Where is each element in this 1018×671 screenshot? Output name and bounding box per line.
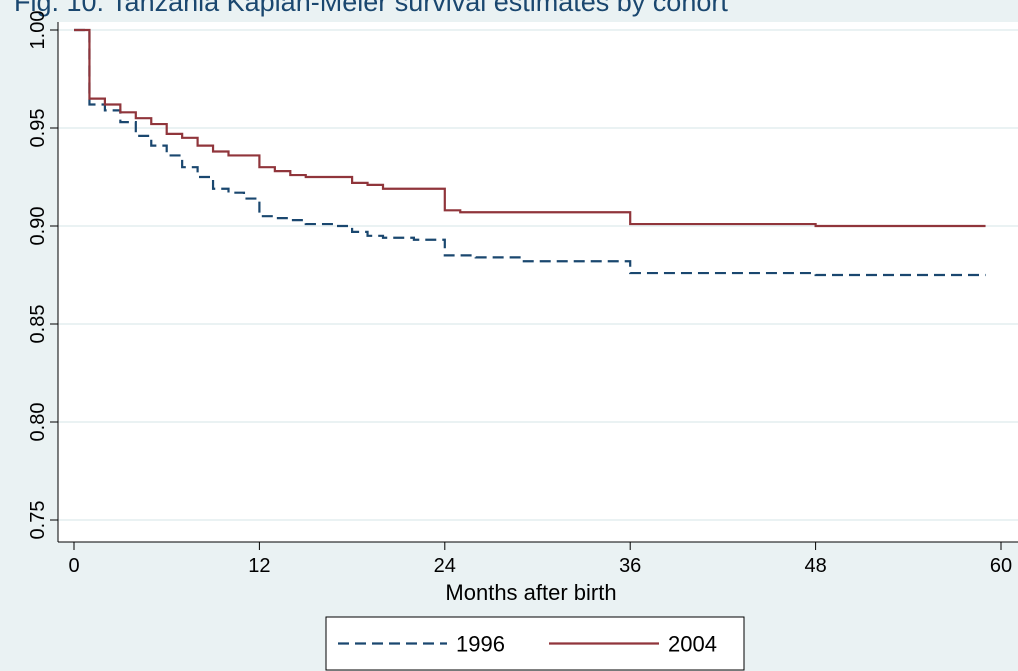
y-tick-label: 1.00: [27, 11, 49, 50]
y-tick-label: 0.85: [27, 305, 49, 344]
x-tick-label: 0: [68, 555, 79, 577]
x-tick-label: 24: [434, 555, 456, 577]
legend-label-2004: 2004: [668, 632, 717, 657]
x-tick-label: 12: [248, 555, 270, 577]
x-axis-label: Months after birth: [445, 580, 616, 605]
y-tick-label: 0.95: [27, 109, 49, 148]
gridlines: [58, 29, 1018, 521]
axes: 0.75 0.80 0.85 0.90 0.95 1.00 0 12 24 36 48 60: [27, 11, 1018, 577]
x-tick-label: 48: [804, 555, 826, 577]
x-tick-label: 36: [619, 555, 641, 577]
legend: 1996 2004: [325, 616, 745, 671]
chart-title: Fig. 10: Tanzania Kaplan-Meier survival …: [14, 0, 728, 17]
x-tick-label: 60: [990, 555, 1012, 577]
series-line-2004: [74, 28, 986, 228]
y-tick-label: 0.75: [27, 501, 49, 540]
y-tick-label: 0.80: [27, 403, 49, 442]
series-line-1996: [74, 28, 986, 277]
series-layer: [74, 28, 986, 277]
y-tick-label: 0.90: [27, 207, 49, 246]
plot-area: [58, 22, 1018, 542]
legend-label-1996: 1996: [456, 632, 505, 657]
